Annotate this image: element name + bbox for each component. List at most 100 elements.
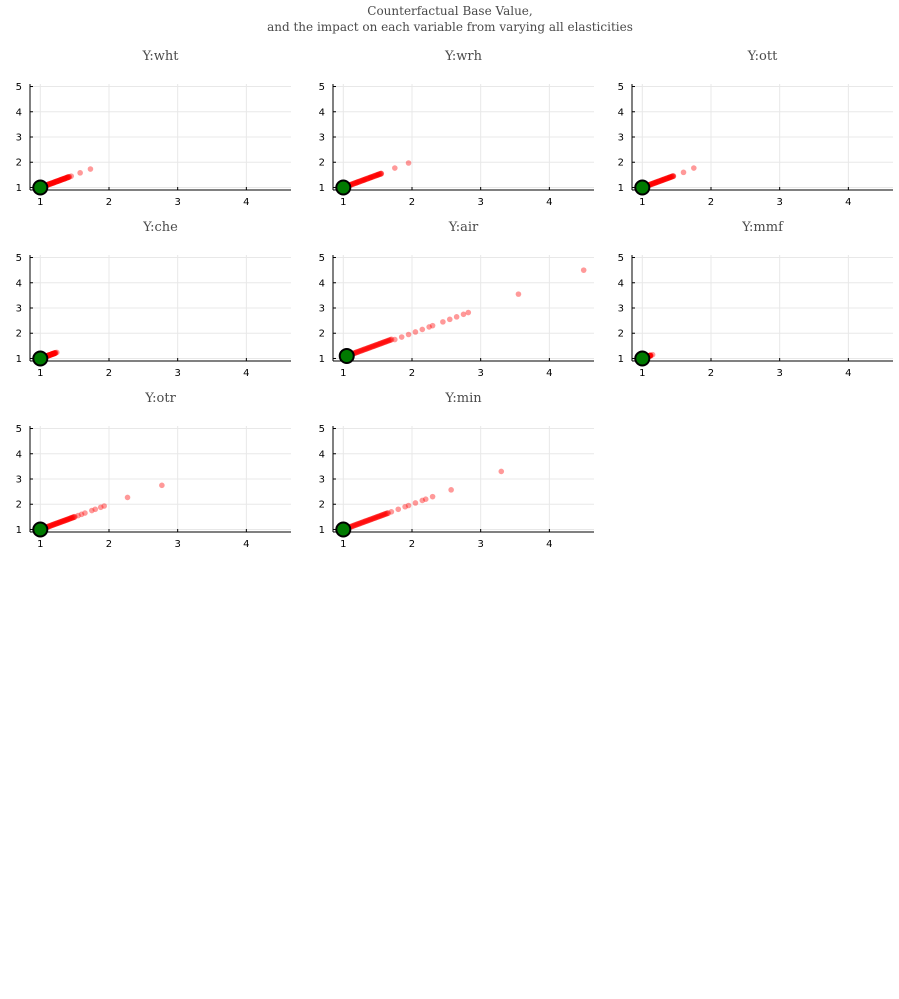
data-point — [426, 324, 432, 330]
subplot-y-mmf: Y:mmf 1 2 3 4 1 2 3 4 5 — [618, 220, 893, 379]
data-point — [659, 177, 666, 184]
data-point — [69, 514, 76, 521]
data-point — [57, 177, 64, 184]
x-tick-label: 2 — [106, 197, 112, 208]
subplot-title: Y:wht — [141, 49, 179, 64]
data-point — [405, 331, 412, 338]
data-point — [648, 181, 655, 188]
data-point — [351, 522, 358, 529]
data-point — [54, 178, 61, 184]
data-point — [353, 521, 360, 528]
data-point — [667, 173, 674, 180]
x-tick-label: 4 — [845, 368, 851, 379]
x-tick-label: 1 — [37, 368, 43, 379]
data-point — [48, 351, 55, 358]
data-point — [664, 175, 671, 182]
data-point — [350, 522, 357, 529]
data-point — [357, 178, 364, 185]
x-tick-label: 4 — [845, 197, 851, 208]
y-tick-label: 1 — [16, 354, 22, 365]
data-point — [364, 517, 371, 524]
y-tick-label: 5 — [618, 253, 624, 264]
subplot-title: Y:otr — [144, 391, 176, 406]
data-point — [661, 176, 668, 183]
data-point — [358, 177, 365, 184]
data-point — [353, 349, 360, 356]
data-point — [515, 291, 522, 297]
data-point — [48, 180, 55, 187]
x-tick-label: 3 — [174, 368, 180, 379]
x-tick-label: 4 — [546, 368, 552, 379]
x-tick-label: 3 — [776, 368, 782, 379]
data-point — [663, 175, 670, 182]
y-tick-label: 1 — [319, 183, 325, 194]
data-point — [48, 522, 55, 529]
y-tick-label: 4 — [319, 449, 325, 460]
subplot-y-che: Y:che 1 2 3 4 1 2 3 4 5 — [16, 220, 291, 379]
data-point — [58, 177, 64, 183]
data-point — [388, 509, 395, 515]
subplot-y-otr: Y:otr 1 2 3 4 1 2 3 4 5 — [16, 391, 291, 550]
base-value-marker — [32, 521, 49, 538]
data-point — [55, 519, 62, 526]
data-point — [47, 522, 54, 529]
data-point — [356, 178, 363, 185]
y-tick-label: 4 — [16, 107, 22, 118]
data-point — [61, 175, 68, 182]
y-tick-label: 4 — [319, 278, 325, 289]
data-point — [362, 518, 369, 525]
data-point — [62, 517, 69, 524]
data-point — [385, 337, 392, 344]
data-point — [55, 177, 62, 184]
subplot-title: Y:mmf — [741, 220, 784, 235]
data-point — [358, 519, 365, 526]
data-point — [77, 170, 83, 176]
data-point — [51, 179, 57, 186]
data-point — [657, 177, 664, 184]
data-point — [363, 517, 370, 524]
data-point — [70, 514, 77, 521]
data-point — [375, 171, 382, 178]
subplot-grid: Y:wht 1 2 3 4 1 2 3 4 5 Y:wrh 1 2 3 4 1 2 3 4 5 Y:ott 1 2 3 4 1 2 3… — [16, 49, 893, 550]
data-point — [366, 344, 373, 351]
y-tick-label: 1 — [16, 525, 22, 536]
data-point — [52, 350, 59, 357]
data-point — [359, 519, 366, 526]
y-tick-label: 3 — [16, 133, 22, 144]
data-point — [378, 340, 385, 347]
data-point — [367, 174, 374, 181]
data-point — [422, 496, 429, 502]
data-point — [56, 519, 63, 526]
data-point — [359, 347, 366, 354]
x-tick-label: 3 — [477, 197, 483, 208]
data-point — [49, 350, 56, 357]
data-point — [666, 174, 673, 181]
data-point — [364, 345, 371, 352]
data-point — [383, 510, 390, 517]
x-tick-label: 1 — [37, 197, 43, 208]
data-point — [53, 178, 60, 185]
data-point — [64, 174, 71, 181]
data-point — [376, 341, 383, 348]
data-point — [82, 510, 88, 516]
data-point — [372, 172, 379, 179]
data-point — [360, 519, 367, 526]
data-point — [349, 181, 356, 188]
data-point — [378, 512, 385, 519]
data-point — [89, 507, 95, 514]
data-point — [354, 348, 361, 355]
data-point — [370, 173, 377, 180]
data-point — [665, 174, 672, 181]
data-point — [354, 521, 361, 528]
data-point — [351, 180, 358, 187]
y-tick-label: 2 — [618, 158, 624, 169]
data-point — [361, 346, 368, 353]
data-point — [64, 516, 71, 523]
data-point — [382, 338, 389, 345]
x-tick-label: 1 — [340, 539, 346, 550]
x-tick-label: 2 — [409, 197, 415, 208]
subplot-title: Y:wrh — [444, 49, 483, 64]
data-point — [65, 174, 72, 181]
x-tick-label: 4 — [546, 539, 552, 550]
data-point — [378, 170, 384, 177]
